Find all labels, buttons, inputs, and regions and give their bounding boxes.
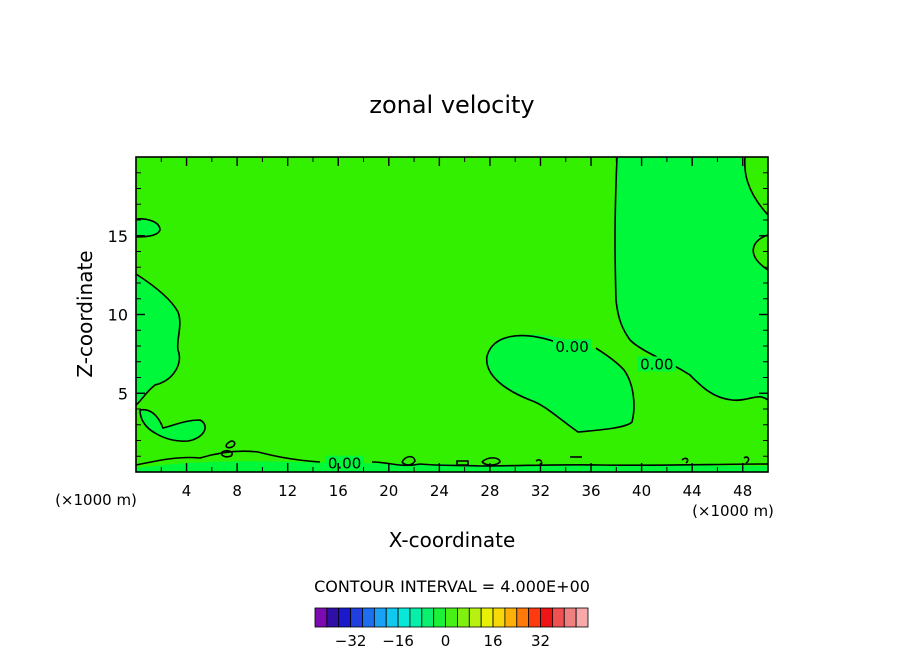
contour-line <box>681 457 689 464</box>
contour-line <box>135 218 161 238</box>
colorbar-tick-label: 0 <box>441 632 451 650</box>
colorbar-swatch <box>326 607 340 628</box>
contour-line <box>225 440 236 449</box>
y-tick-label: 10 <box>108 306 128 325</box>
colorbar-swatch <box>338 607 352 628</box>
contour-line <box>135 273 181 406</box>
x-tick-label: 4 <box>182 482 192 500</box>
colorbar-swatch <box>492 607 506 628</box>
colorbar-swatch <box>362 607 375 628</box>
y-tick-label: 15 <box>108 227 128 246</box>
contour-label-bg <box>325 455 364 471</box>
contour-line <box>743 456 750 464</box>
y-tick-label: 5 <box>118 384 128 403</box>
contour-line <box>139 408 206 442</box>
x-tick-label: 12 <box>278 482 297 500</box>
contour-line <box>456 460 469 466</box>
colorbar-swatch <box>551 607 565 628</box>
colorbar-swatch <box>457 607 470 628</box>
contour-line <box>614 156 769 402</box>
chart-title: zonal velocity <box>369 91 534 119</box>
y-axis-label: Z-coordinate <box>73 250 97 377</box>
region-left-upper <box>136 274 180 405</box>
contour-line <box>401 455 416 466</box>
colorbar-swatch <box>445 607 458 628</box>
x-tick-label: 20 <box>379 482 398 500</box>
colorbar-swatch <box>409 607 423 628</box>
colorbar-swatch <box>528 607 541 628</box>
colorbar-swatch <box>516 607 530 628</box>
contour-label: 0.00 <box>328 455 361 473</box>
contour-line <box>486 334 635 433</box>
x-axis-unit-left: (×1000 m) <box>55 491 137 509</box>
x-tick-label: 44 <box>683 482 702 500</box>
colorbar-swatch <box>397 607 411 628</box>
contour-interval-text: CONTOUR INTERVAL = 4.000E+00 <box>314 577 590 596</box>
colorbar-swatch <box>468 607 482 628</box>
x-axis-label: X-coordinate <box>389 528 516 552</box>
contour-line <box>752 234 769 271</box>
colorbar-ticks: −32 −16 0 16 32 <box>335 632 550 650</box>
x-tick-label: 36 <box>581 482 600 500</box>
x-tick-label: 8 <box>232 482 242 500</box>
colorbar-swatch <box>480 607 494 628</box>
x-tick-label: 48 <box>733 482 752 500</box>
region-left-top-small <box>136 218 160 237</box>
x-tick-label: 40 <box>632 482 651 500</box>
contour-line <box>481 457 501 466</box>
colorbar-swatch <box>540 607 553 628</box>
colorbar-tick-label: 32 <box>531 632 550 650</box>
contour-line <box>135 450 769 467</box>
colorbar-swatch <box>504 607 518 628</box>
colorbar-swatch <box>575 607 589 628</box>
colorbar-swatch <box>350 607 363 628</box>
contour-label-bg <box>553 339 592 355</box>
x-axis-unit-right: (×1000 m) <box>692 502 774 520</box>
colorbar-swatch <box>314 607 328 628</box>
contour-label-bg <box>637 356 676 372</box>
contour-lines <box>135 156 769 467</box>
contour-line <box>220 449 233 458</box>
x-tick-label: 16 <box>329 482 348 500</box>
colorbar-tick-label: 16 <box>483 632 502 650</box>
colorbar-swatch <box>563 607 577 628</box>
x-axis-ticks: 4 8 12 16 20 24 28 32 36 40 44 48 <box>160 157 752 500</box>
x-tick-label: 32 <box>531 482 550 500</box>
region-bottom-strip <box>136 461 768 472</box>
colorbar <box>314 607 589 628</box>
colorbar-swatch <box>421 607 435 628</box>
colorbar-swatch <box>373 607 387 628</box>
colorbar-swatch <box>385 607 399 628</box>
contour-label: 0.00 <box>640 355 673 373</box>
contour-labels: 0.00 0.00 0.00 <box>325 338 676 473</box>
colorbar-tick-label: −32 <box>335 632 367 650</box>
colorbar-tick-label: −16 <box>382 632 414 650</box>
contour-line <box>743 156 769 216</box>
region-middle-blob <box>486 334 634 432</box>
x-tick-label: 28 <box>480 482 499 500</box>
y-axis-ticks: 5 10 15 <box>108 172 768 457</box>
plot-area: 0.000.000.00 4 8 12 16 20 24 28 32 36 40 44 48 5101… <box>108 156 769 500</box>
region-right-column <box>615 157 768 401</box>
contour-label: 0.00 <box>555 338 588 356</box>
x-tick-label: 24 <box>430 482 449 500</box>
colorbar-swatch <box>433 607 446 628</box>
